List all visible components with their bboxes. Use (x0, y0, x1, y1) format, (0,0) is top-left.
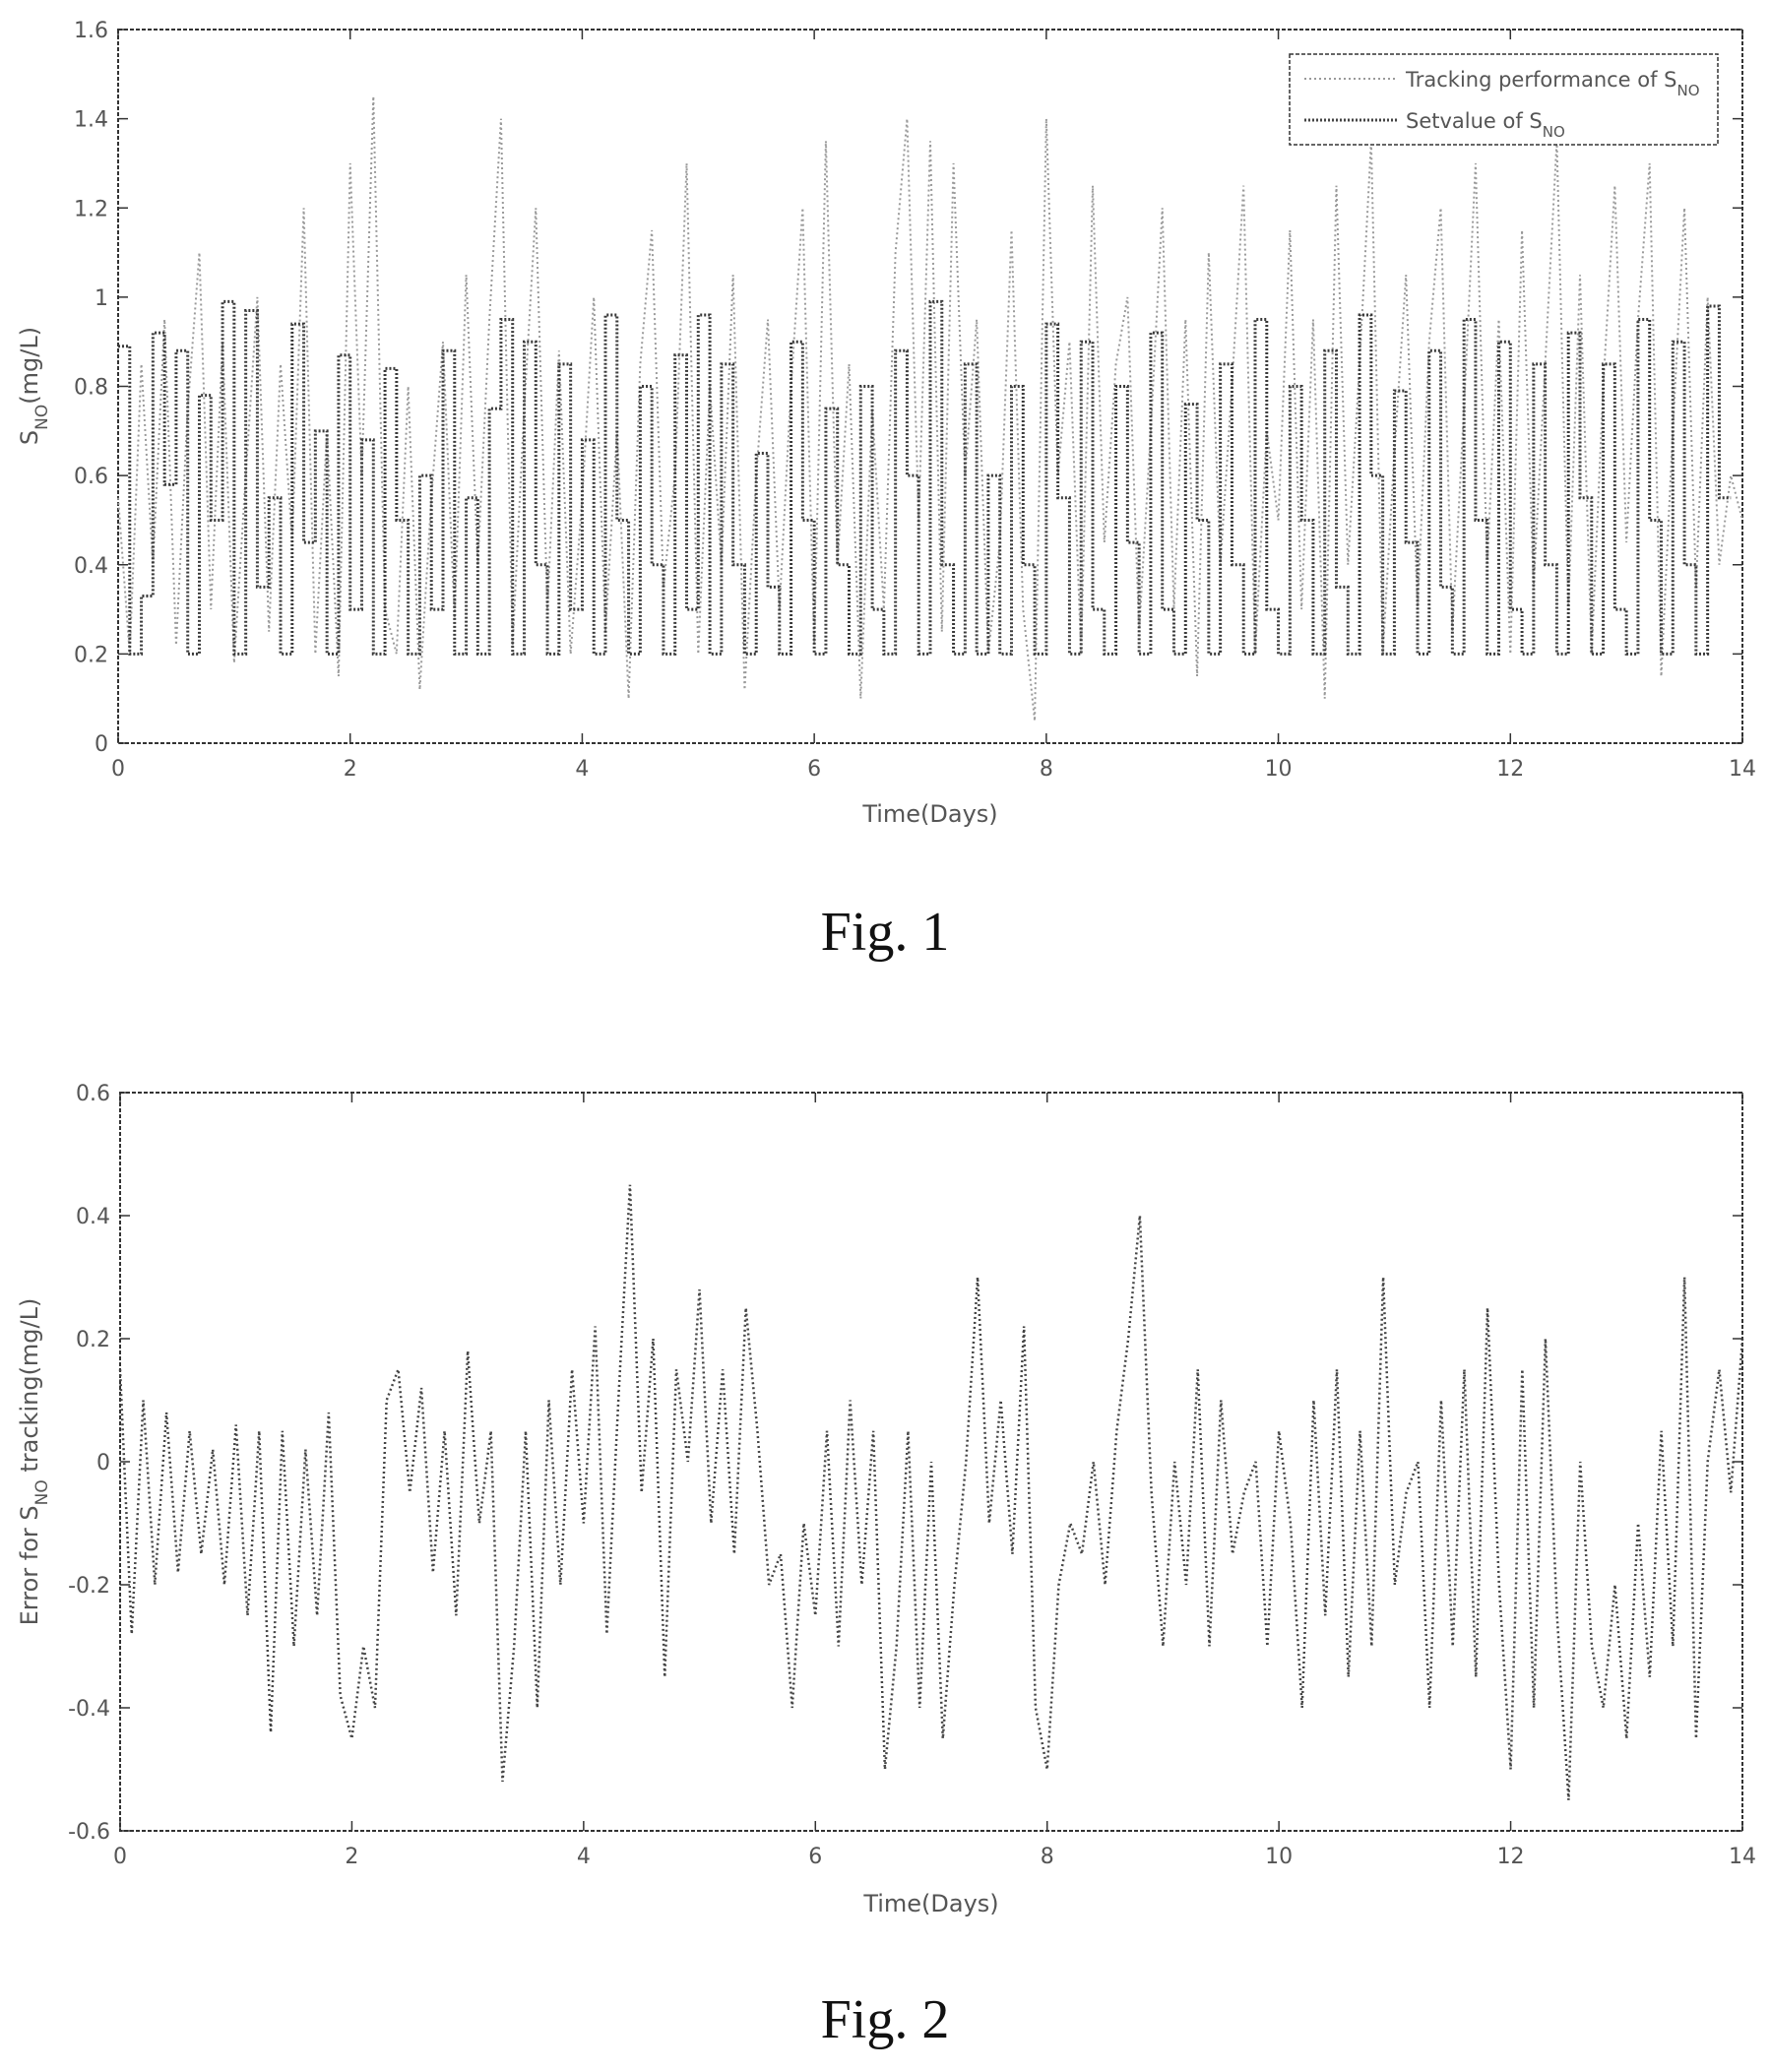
y-axis-label-sub: NO (32, 405, 52, 430)
x-tick-label: 0 (113, 1845, 127, 1869)
x-axis-label: Time(Days) (861, 800, 997, 828)
y-tick-label: 0.8 (74, 376, 108, 401)
y-tick-label: 0 (95, 732, 108, 757)
y-axis-label-main: S (16, 430, 43, 445)
y-tick-label: -0.2 (68, 1574, 110, 1599)
y-tick-label: 0.2 (76, 1328, 110, 1352)
svg-text:Error for SNO tracking(mg/L): Error for SNO tracking(mg/L) (16, 1298, 52, 1626)
legend: Tracking performance of SNO Setvalue of … (1289, 53, 1719, 146)
x-tick-label: 8 (1040, 757, 1053, 782)
y-axis-label-main: Error for S (16, 1505, 43, 1625)
svg-text:SNO(mg/L): SNO(mg/L) (16, 327, 52, 445)
legend-entry-setvalue: Setvalue of SNO (1406, 109, 1565, 141)
y-tick-label: 0.2 (74, 643, 108, 667)
legend-tracking-main: Tracking performance of S (1405, 68, 1677, 92)
x-tick-label: 14 (1729, 1845, 1756, 1869)
x-tick-label: 12 (1497, 1845, 1525, 1869)
x-tick-label: 4 (577, 1845, 591, 1869)
x-tick-label: 14 (1729, 757, 1756, 782)
legend-setvalue-sub: NO (1543, 123, 1565, 141)
legend-tracking-sub: NO (1677, 82, 1700, 99)
x-tick-label: 4 (575, 757, 589, 782)
y-axis-label-rest: (mg/L) (16, 327, 43, 405)
legend-entry-tracking: Tracking performance of SNO (1405, 68, 1700, 99)
chart-2: 0 2 4 6 8 10 12 14 -0.6 -0.4 -0.2 0 0.2 0.4 0.6 Error … (16, 1082, 1756, 1917)
y-tick-label: 0.6 (76, 1082, 110, 1106)
y-tick-label: 0.4 (76, 1205, 110, 1229)
series-line-0 (118, 1184, 1744, 1800)
x-tick-label: 12 (1496, 757, 1524, 782)
figure-2: 0 2 4 6 8 10 12 14 -0.6 -0.4 -0.2 0 0.2 0.4 0.6 Error … (0, 1063, 1770, 2072)
x-tick-label: 6 (808, 1845, 822, 1869)
x-tick-label: 6 (807, 757, 821, 782)
series-group (118, 1184, 1744, 1800)
x-tick-label: 8 (1041, 1845, 1054, 1869)
ticks-group: 0 2 4 6 8 10 12 14 -0.6 -0.4 -0.2 0 0.2 0.4 0.6 (68, 1082, 1756, 1869)
y-tick-label: 0.6 (74, 465, 108, 489)
y-tick-label: -0.6 (68, 1820, 110, 1845)
y-tick-label: 1.4 (74, 108, 108, 133)
x-tick-label: 0 (111, 757, 125, 782)
x-tick-label: 2 (345, 1845, 358, 1869)
series-line-0 (117, 95, 1743, 722)
y-tick-label: -0.4 (68, 1697, 110, 1722)
y-axis-label-rest: tracking(mg/L) (16, 1298, 43, 1480)
y-axis-label-sub: NO (32, 1479, 52, 1505)
y-tick-label: 0.4 (74, 554, 108, 579)
y-axis-label: SNO(mg/L) (16, 327, 52, 445)
legend-setvalue-main: Setvalue of S (1406, 109, 1543, 133)
series-line-1 (118, 299, 1732, 656)
y-axis-label: Error for SNO tracking(mg/L) (16, 1298, 52, 1626)
figure-caption: Fig. 1 (820, 902, 950, 963)
series-group (117, 95, 1743, 722)
y-tick-label: 1 (95, 286, 108, 311)
x-tick-label: 2 (344, 757, 357, 782)
y-tick-label: 0 (96, 1451, 110, 1476)
ticks-group: 0 2 4 6 8 10 12 14 0 0.2 0.4 0.6 0.8 1 1.2 1.4 1.6 (74, 19, 1756, 782)
figure-caption: Fig. 2 (820, 1989, 950, 2050)
figure-1: 0 2 4 6 8 10 12 14 0 0.2 0.4 0.6 0.8 1 1.2 1.4 1.6 SNO(m… (0, 0, 1770, 963)
y-tick-label: 1.2 (74, 197, 108, 221)
x-tick-label: 10 (1265, 757, 1293, 782)
legend-box (1289, 53, 1719, 146)
x-axis-label: Time(Days) (862, 1890, 998, 1917)
y-tick-label: 1.6 (74, 19, 108, 43)
x-tick-label: 10 (1265, 1845, 1293, 1869)
